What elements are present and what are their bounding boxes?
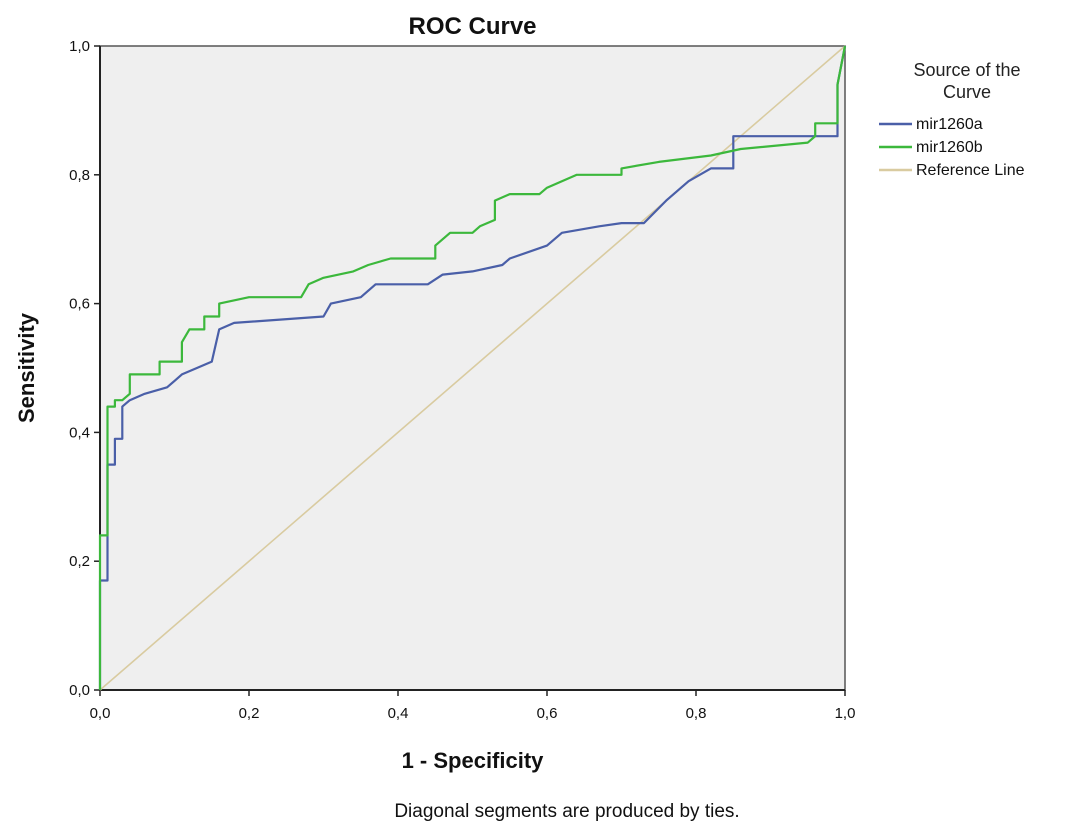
series-line-mir1260b bbox=[98, 45, 847, 690]
y-axis-title: Sensitivity bbox=[14, 312, 39, 423]
x-tick-label: 0,2 bbox=[239, 705, 260, 722]
legend-label-reference-line: Reference Line bbox=[916, 162, 1025, 179]
chart-title: ROC Curve bbox=[408, 13, 536, 40]
x-axis-title: 1 - Specificity bbox=[402, 748, 545, 773]
footnote: Diagonal segments are produced by ties. bbox=[394, 801, 739, 822]
legend-title-line-2: Curve bbox=[943, 82, 991, 102]
legend-label-mir1260b: mir1260b bbox=[916, 139, 983, 156]
y-tick-label: 0,4 bbox=[69, 424, 90, 441]
x-tick-label: 0,6 bbox=[537, 705, 558, 722]
y-tick-label: 0,0 bbox=[69, 682, 90, 699]
legend-title-line-1: Source of the bbox=[913, 60, 1020, 80]
x-tick-label: 0,8 bbox=[686, 705, 707, 722]
x-tick-label: 0,0 bbox=[90, 705, 111, 722]
x-tick-label: 0,4 bbox=[388, 705, 409, 722]
y-tick-label: 0,8 bbox=[69, 167, 90, 184]
series-lines bbox=[98, 45, 847, 691]
legend: Source of the Curve mir1260a mir1260b Refe… bbox=[879, 60, 1025, 179]
legend-label-mir1260a: mir1260a bbox=[916, 116, 983, 133]
legend-items: mir1260a mir1260b Reference Line bbox=[879, 116, 1025, 179]
y-tick-label: 1,0 bbox=[69, 38, 90, 55]
y-tick-label: 0,6 bbox=[69, 296, 90, 313]
x-tick-label: 1,0 bbox=[835, 705, 856, 722]
y-tick-label: 0,2 bbox=[69, 553, 90, 570]
series-line-mir1260a bbox=[98, 45, 847, 690]
